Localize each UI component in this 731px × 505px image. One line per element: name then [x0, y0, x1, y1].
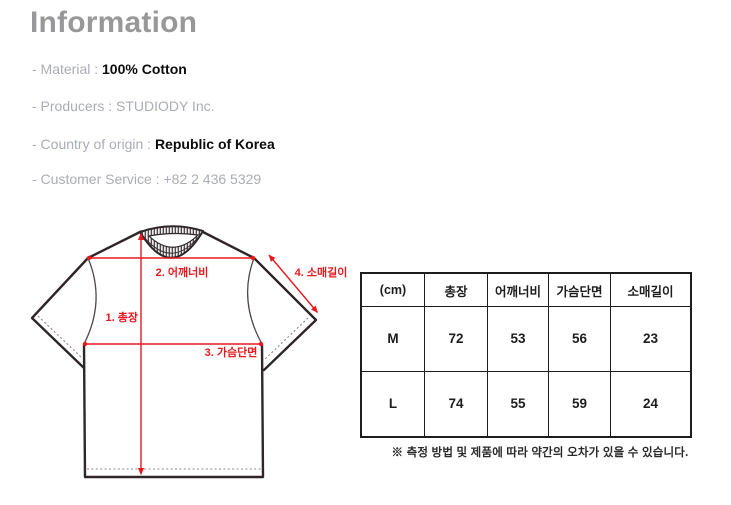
- info-value: Republic of Korea: [154, 136, 275, 152]
- size-row-m-sleeve-length: 23: [611, 307, 690, 372]
- size-table-header-unit: (cm): [362, 274, 425, 307]
- info-item-customer-service: - Customer Service : +82 2 436 5329: [32, 171, 261, 187]
- info-label: - Customer Service :: [32, 171, 164, 187]
- shoulder-width-label: 2. 어깨너비: [156, 265, 209, 279]
- info-item-producers: - Producers : STUDIODY Inc.: [32, 98, 215, 114]
- right-sleeve: [247, 258, 316, 370]
- page-title: Information: [30, 6, 198, 39]
- info-value: +82 2 436 5329: [163, 171, 262, 187]
- size-table-header-sleeve-length: 소매길이: [611, 274, 690, 307]
- total-length-label: 1. 총장: [106, 310, 138, 324]
- chest-line-endpoint: [258, 341, 264, 347]
- chest-width-label: 3. 가슴단면: [205, 345, 258, 359]
- info-label: - Material :: [32, 61, 103, 77]
- hem-stitch-lines: [37, 315, 309, 470]
- size-row-l-chest-width: 59: [549, 371, 611, 436]
- sleeve-length-label: 4. 소매길이: [295, 265, 348, 279]
- info-item-material: - Material : 100% Cotton: [32, 61, 187, 77]
- size-table-header-chest-width: 가슴단면: [549, 274, 611, 307]
- right-shoulder-seam: [200, 230, 256, 260]
- left-shoulder-seam: [86, 230, 143, 260]
- info-value: STUDIODY Inc.: [116, 98, 215, 114]
- size-table-header-total-length: 총장: [425, 274, 488, 307]
- left-armhole-seam: [83, 257, 97, 345]
- size-row-l-shoulder-width: 55: [488, 371, 549, 436]
- size-row-m-total-length: 72: [425, 307, 488, 372]
- info-label: - Producers :: [32, 98, 117, 114]
- left-sleeve: [32, 258, 97, 368]
- body-fill: [84, 226, 263, 477]
- size-row-l-sleeve-length: 24: [642, 396, 659, 412]
- size-table-header-shoulder-width: 어깨너비: [488, 274, 549, 307]
- right-armhole-seam: [246, 257, 263, 345]
- shoulder-line-endpoint: [86, 255, 92, 261]
- collar-rib-divider: [142, 234, 201, 254]
- info-label: - Country of origin :: [32, 136, 155, 152]
- size-row-m-chest-width: 56: [549, 307, 611, 372]
- size-row-m-shoulder-width: 53: [488, 307, 549, 372]
- tshirt-collar: [139, 225, 204, 259]
- body-outline: [82, 343, 265, 479]
- collar-opening: [147, 232, 200, 248]
- right-sleeve-hem-stitch: [262, 317, 309, 362]
- size-chart-footnote: ※ 측정 방법 및 제품에 따라 약간의 오차가 있을 수 있습니다.: [391, 447, 689, 459]
- info-item-country-of-origin: - Country of origin : Republic of Korea: [32, 136, 275, 152]
- tshirt-body: [82, 226, 265, 479]
- size-row-m-label: M: [362, 307, 425, 372]
- sleeve-length-arrow: [268, 254, 319, 313]
- left-sleeve-outline: [30, 256, 90, 370]
- left-sleeve-hem-stitch: [37, 315, 82, 358]
- measurement-annotations: 1. 총장 2. 어깨너비 3. 가슴단면 4. 소매길이: [82, 233, 348, 475]
- chest-line-endpoint: [82, 341, 88, 347]
- tshirt-measurement-diagram: 1. 총장 2. 어깨너비 3. 가슴단면 4. 소매길이: [30, 225, 348, 479]
- info-value: 100% Cotton: [102, 61, 187, 77]
- size-row-l-total-length: 74: [425, 371, 488, 436]
- size-row-l-label: L: [362, 371, 425, 436]
- shoulder-line-endpoint: [250, 255, 256, 261]
- size-chart-table: (cm) 총장 어깨너비 가슴단면 소매길이 M 72 53 56 23 L 7…: [360, 272, 692, 438]
